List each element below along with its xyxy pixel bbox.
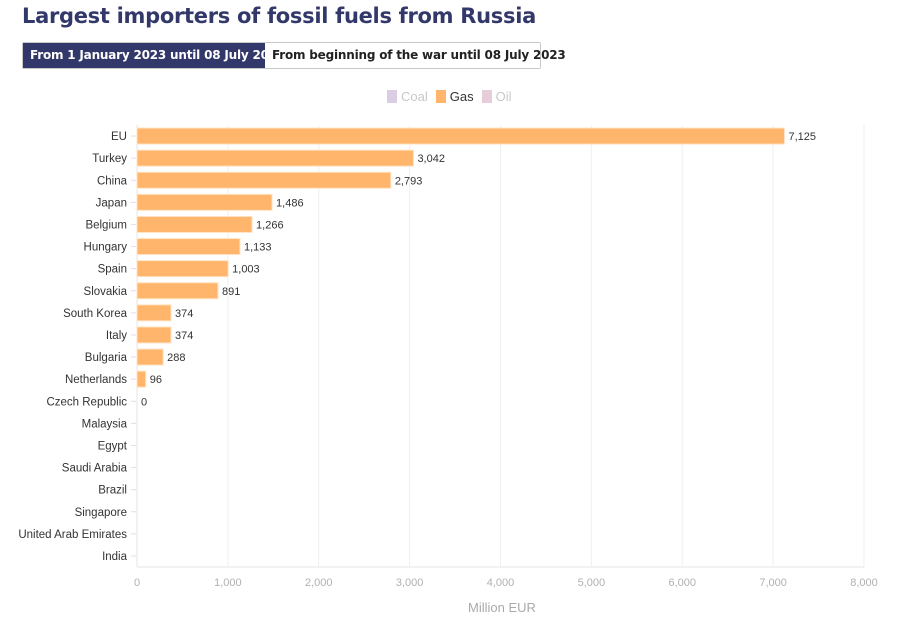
legend-item-oil[interactable]: Oil: [481, 89, 512, 104]
tab-2023-period[interactable]: From 1 January 2023 until 08 July 2023: [23, 43, 285, 68]
y-category-label: Netherlands: [65, 374, 127, 386]
x-axis-title: Million EUR: [468, 600, 536, 615]
x-tick-label: 6,000: [668, 577, 696, 589]
x-tick-label: 2,000: [305, 577, 333, 589]
data-label: 1,133: [244, 242, 272, 254]
legend: Coal Gas Oil: [387, 89, 519, 104]
legend-label-gas: Gas: [449, 89, 474, 104]
y-category-label: Italy: [106, 330, 127, 342]
y-category-label: Bulgaria: [85, 352, 128, 364]
y-category-label: Egypt: [98, 440, 128, 452]
data-label: 1,003: [232, 264, 260, 276]
y-category-label: Singapore: [75, 507, 127, 519]
y-category-label: Japan: [96, 197, 127, 209]
data-label: 288: [167, 352, 185, 364]
y-category-label: South Korea: [63, 308, 128, 320]
x-tick-label: 0: [134, 577, 140, 589]
bar: [136, 282, 219, 300]
legend-swatch-oil: [481, 90, 492, 103]
y-category-label: India: [102, 551, 128, 563]
data-label: 3,042: [417, 153, 445, 165]
y-category-label: Spain: [98, 264, 127, 276]
y-category-label: Brazil: [98, 485, 127, 497]
y-category-label: China: [97, 175, 128, 187]
legend-label-oil: Oil: [495, 89, 512, 104]
legend-item-gas[interactable]: Gas: [435, 89, 474, 104]
data-label: 374: [175, 308, 193, 320]
chart-title: Largest importers of fossil fuels from R…: [22, 4, 536, 28]
bar: [136, 238, 241, 256]
y-category-label: EU: [111, 131, 127, 143]
legend-item-coal[interactable]: Coal: [387, 89, 428, 104]
bar: [136, 304, 172, 322]
y-category-label: Slovakia: [84, 286, 128, 298]
y-category-label: Belgium: [85, 219, 127, 231]
bar: [136, 149, 414, 167]
period-tabs: From 1 January 2023 until 08 July 2023 F…: [22, 42, 566, 69]
data-label: 0: [141, 396, 147, 408]
data-label: 374: [175, 330, 193, 342]
data-label: 1,266: [256, 219, 284, 231]
x-tick-label: 5,000: [578, 577, 606, 589]
x-tick-label: 8,000: [850, 577, 878, 589]
data-label: 96: [150, 374, 162, 386]
bar: [136, 171, 392, 189]
y-category-label: Malaysia: [82, 418, 128, 430]
tab-war-period[interactable]: From beginning of the war until 08 July …: [265, 43, 566, 68]
bar: [136, 127, 785, 145]
y-category-label: Turkey: [92, 153, 127, 165]
bar: [136, 215, 253, 233]
y-category-label: Saudi Arabia: [62, 463, 128, 475]
x-tick-label: 1,000: [214, 577, 242, 589]
bar: [136, 326, 172, 344]
bar: [136, 193, 273, 211]
data-label: 1,486: [276, 197, 304, 209]
bar: [136, 370, 147, 388]
legend-label-coal: Coal: [401, 89, 428, 104]
x-tick-label: 3,000: [396, 577, 424, 589]
y-category-label: Czech Republic: [46, 396, 127, 408]
x-tick-label: 7,000: [759, 577, 787, 589]
bar: [136, 348, 164, 366]
legend-swatch-gas: [435, 90, 446, 103]
bar: [136, 260, 229, 278]
x-tick-label: 4,000: [487, 577, 515, 589]
data-label: 891: [222, 286, 240, 298]
data-label: 7,125: [788, 131, 816, 143]
data-label: 2,793: [395, 175, 423, 187]
y-category-label: Hungary: [84, 242, 128, 254]
legend-swatch-coal: [387, 90, 397, 103]
y-category-label: United Arab Emirates: [18, 529, 127, 541]
